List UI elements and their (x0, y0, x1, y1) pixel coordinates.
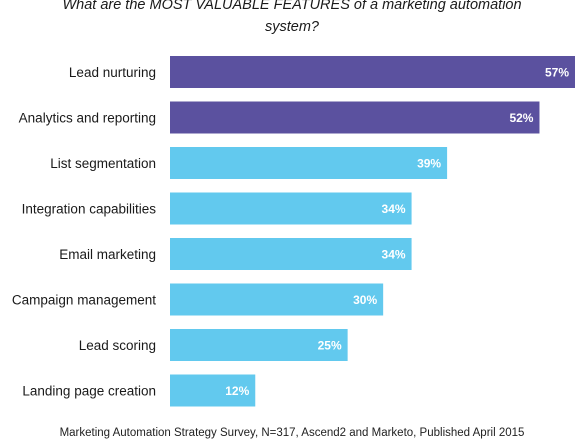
bar-landing-page-creation (170, 374, 256, 407)
value-label-analytics-and-reporting: 52% (509, 111, 533, 125)
bar-analytics-and-reporting (170, 101, 540, 134)
value-label-campaign-management: 30% (353, 293, 377, 307)
value-label-lead-scoring: 25% (318, 339, 342, 353)
bar-lead-scoring (170, 329, 348, 361)
category-label-email-marketing: Email marketing (59, 247, 156, 262)
category-label-landing-page-creation: Landing page creation (22, 384, 156, 399)
chart-title-line-1: What are the MOST VALUABLE FEATURES of a… (62, 0, 522, 13)
category-label-integration-capabilities: Integration capabilities (22, 202, 157, 217)
category-label-campaign-management: Campaign management (12, 293, 156, 308)
bar-list-segmentation (170, 147, 448, 179)
chart-title-line-2: system? (265, 19, 319, 35)
bar-email-marketing (170, 238, 412, 270)
value-label-email-marketing: 34% (382, 248, 406, 262)
value-label-list-segmentation: 39% (417, 157, 441, 171)
value-label-lead-nurturing: 57% (545, 66, 569, 80)
category-label-lead-nurturing: Lead nurturing (69, 65, 156, 80)
value-label-integration-capabilities: 34% (382, 202, 406, 216)
bar-integration-capabilities (170, 192, 412, 225)
category-label-lead-scoring: Lead scoring (79, 338, 156, 353)
category-label-list-segmentation: List segmentation (50, 156, 156, 171)
chart-source-note: Marketing Automation Strategy Survey, N=… (59, 427, 525, 439)
bar-lead-nurturing (170, 56, 575, 88)
category-label-analytics-and-reporting: Analytics and reporting (19, 111, 156, 126)
value-label-landing-page-creation: 12% (225, 384, 249, 398)
bar-campaign-management (170, 283, 384, 316)
